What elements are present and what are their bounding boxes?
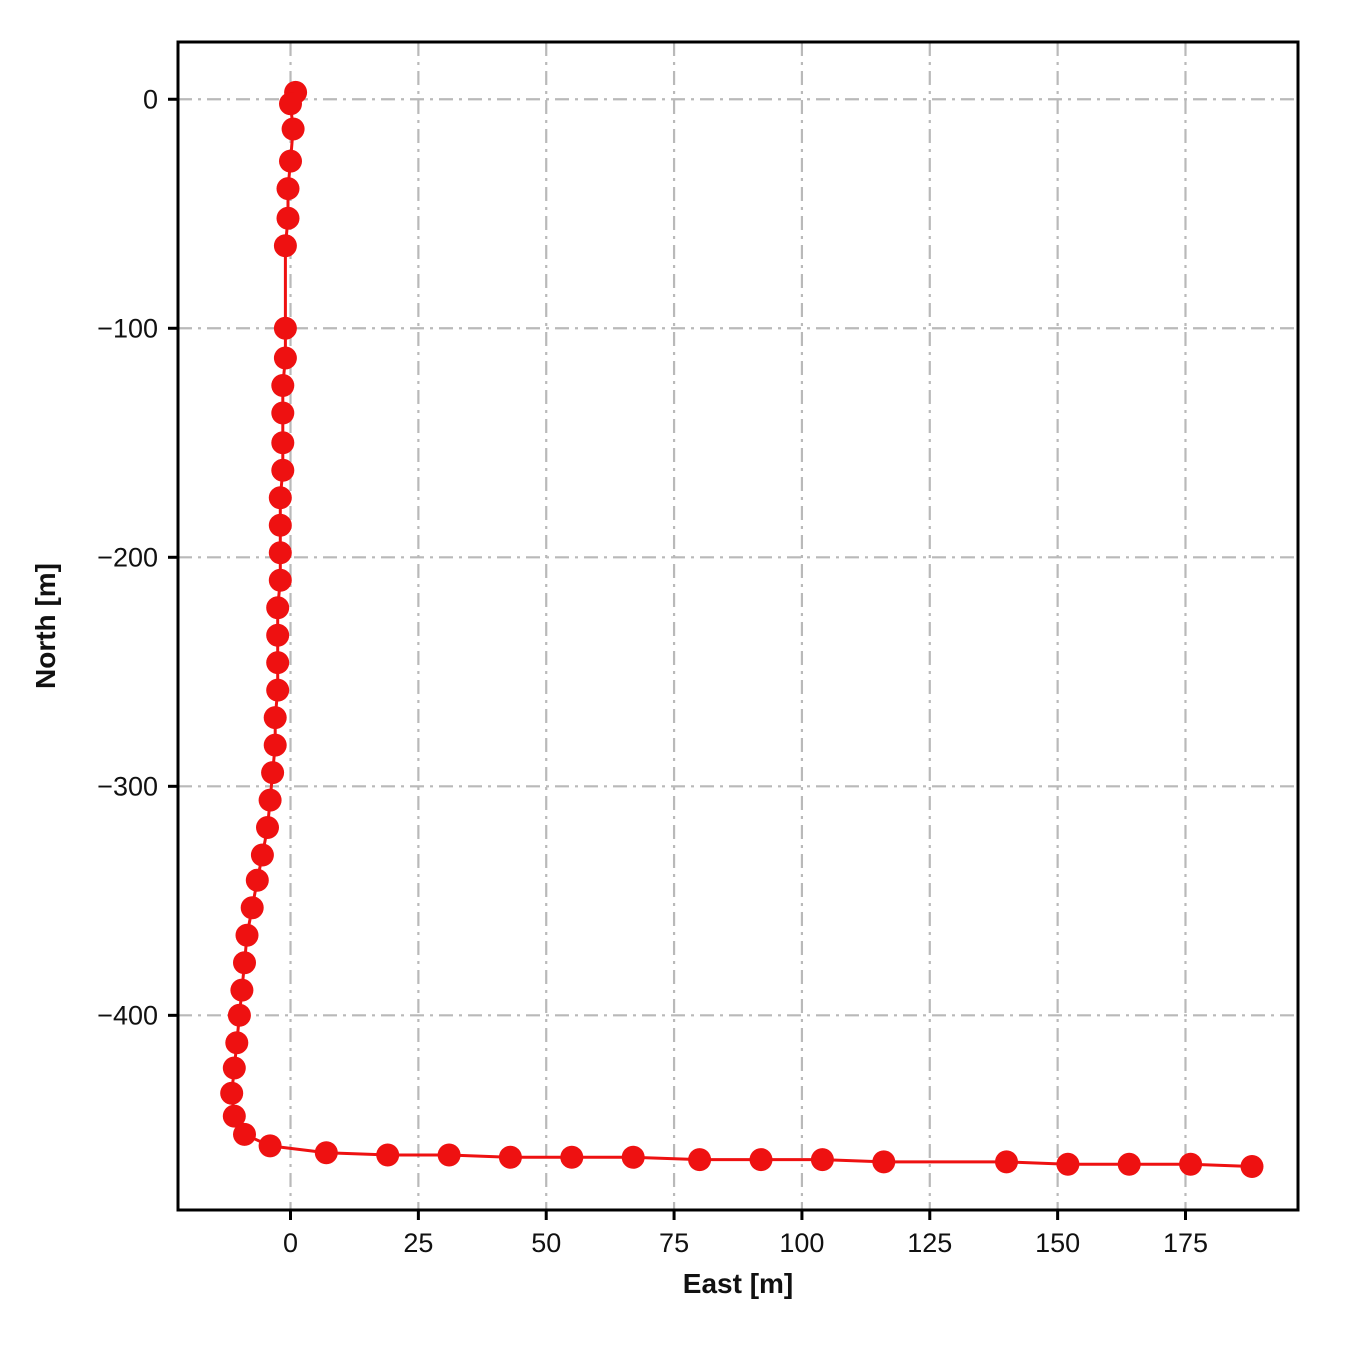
y-tick-label: −100 [97,313,158,343]
data-point [688,1148,712,1172]
y-tick-label: −200 [97,542,158,572]
data-point [266,596,290,620]
data-point [437,1143,461,1167]
data-point [235,923,259,947]
x-tick-label: 25 [403,1228,433,1258]
data-point [273,346,297,370]
data-point [263,706,287,730]
data-point [621,1145,645,1169]
data-point [258,1134,282,1158]
y-tick-label: 0 [143,84,158,114]
grid-lines [178,42,1298,1210]
data-point [314,1141,338,1165]
data-point [266,623,290,647]
data-point [271,431,295,455]
y-tick-label: −300 [97,771,158,801]
data-point [279,92,302,116]
data-point [276,177,300,201]
data-point [222,1104,246,1128]
data-point [227,1003,251,1027]
data-point [240,896,264,920]
data-point [268,568,292,592]
axis-ticks [168,97,1187,1220]
y-tick-label: −400 [97,1000,158,1030]
data-point [222,1056,246,1080]
data-point [258,788,282,812]
data-point [268,486,292,510]
data-point [273,234,297,258]
data-point [268,541,292,565]
data-point [271,458,295,482]
data-point [266,651,290,675]
x-axis-label: East [m] [683,1268,793,1299]
data-point [233,1122,256,1146]
data-point [1117,1152,1141,1176]
trajectory-series [220,80,1264,1178]
trajectory-line [230,90,1254,1168]
data-point [810,1148,834,1172]
data-point [376,1143,400,1167]
data-point [225,1031,249,1055]
data-point [273,316,297,340]
data-point [271,401,295,425]
data-point [995,1150,1018,1174]
data-point [872,1150,896,1174]
x-tick-label: 150 [1035,1228,1080,1258]
data-point [1240,1155,1264,1178]
data-point [281,117,305,141]
x-tick-label: 0 [283,1228,298,1258]
data-point [250,843,274,867]
data-point [279,149,302,173]
data-point [560,1145,584,1169]
data-point [749,1148,773,1172]
x-tick-label: 175 [1163,1228,1208,1258]
data-point [233,951,256,975]
x-tick-label: 75 [659,1228,689,1258]
plot-area-border [176,40,1300,1212]
data-point [1056,1152,1080,1176]
x-tick-label: 125 [907,1228,952,1258]
data-point [498,1145,522,1169]
data-point [271,374,295,397]
data-point [268,513,292,537]
data-point [256,816,279,839]
data-point [220,1081,244,1105]
data-point [230,978,254,1002]
data-point [276,206,300,230]
x-tick-label: 50 [531,1228,561,1258]
y-axis-label: North [m] [30,563,61,689]
axis-tick-labels: 0 25 50 75 100 125 150 175 0 −100 −200 −300 −400 [97,84,1208,1258]
data-point [1179,1152,1203,1176]
x-tick-label: 100 [779,1228,824,1258]
data-point [261,761,285,785]
data-point [263,733,287,757]
data-point [266,678,290,702]
data-point [245,868,269,892]
